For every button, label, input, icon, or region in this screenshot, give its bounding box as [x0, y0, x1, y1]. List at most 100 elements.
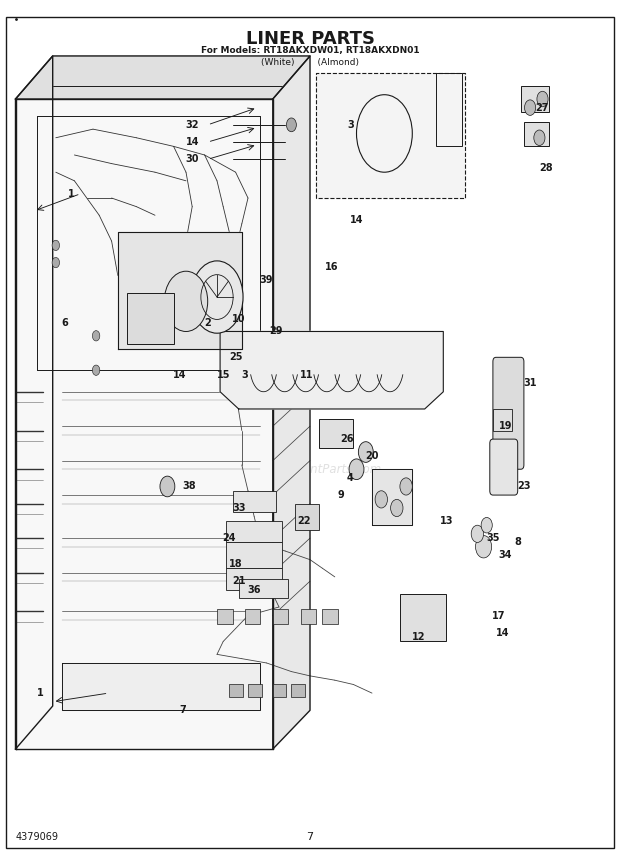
Bar — [273, 609, 288, 624]
Bar — [400, 594, 446, 641]
Circle shape — [160, 476, 175, 497]
Text: 12: 12 — [412, 632, 425, 642]
Circle shape — [400, 478, 412, 495]
Text: 1: 1 — [37, 688, 43, 698]
Bar — [524, 122, 549, 146]
Text: 34: 34 — [498, 550, 512, 561]
Bar — [291, 684, 305, 697]
Bar — [294, 504, 319, 530]
Text: 22: 22 — [297, 516, 311, 526]
Text: (White)        (Almond): (White) (Almond) — [261, 58, 359, 66]
Text: 11: 11 — [300, 369, 314, 380]
Text: 25: 25 — [229, 352, 242, 362]
Text: 3: 3 — [242, 369, 248, 380]
Polygon shape — [316, 73, 465, 198]
Bar — [248, 684, 262, 697]
Circle shape — [391, 499, 403, 517]
Text: 38: 38 — [182, 481, 196, 492]
Bar — [521, 86, 549, 112]
Bar — [226, 542, 282, 568]
Bar — [436, 73, 462, 146]
Text: 3: 3 — [347, 120, 353, 130]
Text: 28: 28 — [539, 163, 552, 173]
Polygon shape — [62, 663, 260, 710]
Bar — [273, 684, 286, 697]
Text: 8: 8 — [514, 537, 521, 548]
Polygon shape — [16, 99, 273, 749]
Polygon shape — [220, 331, 443, 409]
Polygon shape — [16, 56, 53, 749]
Text: 14: 14 — [350, 214, 363, 225]
Text: 27: 27 — [536, 102, 549, 113]
Text: 15: 15 — [216, 369, 230, 380]
Text: 17: 17 — [492, 610, 506, 621]
Text: 14: 14 — [495, 628, 509, 638]
Circle shape — [476, 536, 492, 558]
Circle shape — [286, 118, 296, 132]
Bar — [319, 419, 353, 448]
Text: 9: 9 — [338, 490, 344, 500]
Circle shape — [349, 459, 364, 480]
Text: 39: 39 — [260, 275, 273, 285]
Polygon shape — [372, 469, 412, 525]
Text: 23: 23 — [517, 481, 531, 492]
Bar — [493, 409, 512, 430]
Circle shape — [471, 525, 484, 542]
Text: 21: 21 — [232, 576, 246, 586]
FancyBboxPatch shape — [493, 357, 524, 469]
Bar — [229, 684, 243, 697]
Text: 7: 7 — [306, 832, 314, 842]
Bar — [232, 491, 276, 512]
Polygon shape — [118, 232, 242, 349]
Text: 14: 14 — [173, 369, 187, 380]
Text: 1: 1 — [68, 189, 74, 199]
Circle shape — [92, 365, 100, 375]
Bar — [217, 609, 232, 624]
Circle shape — [537, 91, 548, 107]
Text: 35: 35 — [486, 533, 500, 543]
Text: 4: 4 — [347, 473, 353, 483]
Text: 20: 20 — [365, 451, 379, 461]
Text: 19: 19 — [498, 421, 512, 431]
Circle shape — [92, 331, 100, 341]
Polygon shape — [16, 56, 310, 99]
Circle shape — [525, 100, 536, 115]
Circle shape — [358, 442, 373, 462]
Text: 7: 7 — [180, 705, 186, 715]
Bar — [226, 568, 282, 590]
Text: 13: 13 — [440, 516, 453, 526]
Text: 36: 36 — [247, 585, 261, 595]
Circle shape — [481, 517, 492, 533]
Polygon shape — [273, 56, 310, 749]
FancyBboxPatch shape — [490, 439, 518, 495]
Text: 31: 31 — [523, 378, 537, 388]
Bar — [239, 579, 288, 598]
Bar — [245, 609, 260, 624]
Text: 29: 29 — [269, 326, 283, 337]
Circle shape — [534, 130, 545, 146]
Circle shape — [375, 491, 388, 508]
Text: 14: 14 — [185, 137, 199, 147]
Text: LINER PARTS: LINER PARTS — [246, 30, 374, 48]
Text: 4379069: 4379069 — [16, 832, 58, 842]
Text: 26: 26 — [340, 434, 354, 444]
Text: For Models: RT18AKXDW01, RT18AKXDN01: For Models: RT18AKXDW01, RT18AKXDN01 — [201, 46, 419, 54]
Text: 6: 6 — [62, 318, 68, 328]
Text: 30: 30 — [185, 154, 199, 164]
Bar — [127, 293, 174, 344]
Text: eReplacementParts.com: eReplacementParts.com — [238, 462, 382, 476]
Circle shape — [52, 257, 60, 268]
Circle shape — [164, 271, 208, 331]
Text: 16: 16 — [325, 262, 339, 272]
Text: 24: 24 — [223, 533, 236, 543]
Bar — [322, 609, 338, 624]
Text: 10: 10 — [232, 313, 246, 324]
Text: 32: 32 — [185, 120, 199, 130]
Bar — [226, 521, 282, 542]
Circle shape — [191, 261, 243, 333]
Text: 18: 18 — [229, 559, 242, 569]
Text: 33: 33 — [232, 503, 246, 513]
Text: 2: 2 — [205, 318, 211, 328]
Circle shape — [52, 240, 60, 251]
Bar — [301, 609, 316, 624]
